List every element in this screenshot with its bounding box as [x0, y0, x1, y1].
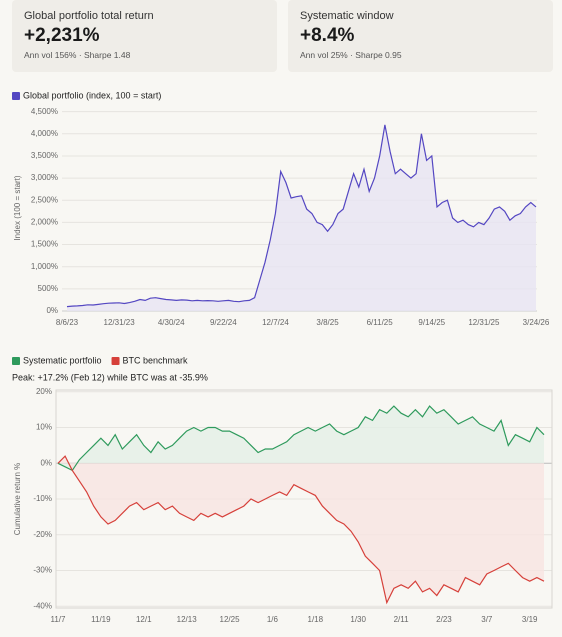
x-tick-label: 6/11/25	[367, 318, 394, 327]
area-fill	[58, 406, 544, 471]
legend-swatch	[12, 92, 20, 100]
legend-swatch	[111, 357, 120, 365]
y-tick-label: 0%	[46, 306, 58, 315]
annotation: Peak: +17.2% (Feb 12) while BTC was at -…	[12, 372, 208, 382]
line	[66, 124, 537, 308]
card-subtitle: Ann vol 25% · Sharpe 0.95	[300, 50, 402, 60]
card-value: +8.4%	[300, 25, 355, 46]
legend-label: Global portfolio (index, 100 = start)	[23, 90, 161, 100]
x-tick-label: 2/23	[436, 615, 452, 624]
y-tick-label: 1,500%	[31, 240, 58, 249]
x-tick-label: 4/30/24	[158, 318, 185, 327]
x-tick-label: 3/7	[481, 615, 493, 624]
y-tick-label: 3,000%	[31, 173, 58, 182]
x-tick-label: 12/31/23	[104, 318, 136, 327]
y-tick-label: 2,500%	[31, 195, 58, 204]
legend-label: BTC benchmark	[123, 355, 189, 365]
x-tick-label: 12/1	[136, 615, 152, 624]
y-axis-label: Index (100 = start)	[13, 175, 22, 240]
x-tick-label: 11/19	[91, 615, 111, 624]
plot-frame	[55, 389, 553, 609]
x-tick-label: 1/18	[308, 615, 324, 624]
x-tick-label: 1/6	[267, 615, 279, 624]
x-tick-label: 11/7	[51, 615, 67, 624]
y-tick-label: 20%	[36, 387, 52, 396]
y-tick-label: 3,500%	[31, 151, 58, 160]
x-tick-label: 12/13	[177, 615, 198, 624]
x-tick-label: 9/14/25	[418, 318, 445, 327]
x-tick-label: 12/25	[220, 615, 241, 624]
y-tick-label: 10%	[36, 423, 52, 432]
y-tick-label: 4,500%	[31, 107, 58, 116]
stat-card: Global portfolio total return +2,231% An…	[12, 0, 277, 72]
line	[57, 405, 545, 472]
x-tick-label: 1/30	[350, 615, 366, 624]
y-tick-label: 4,000%	[31, 129, 58, 138]
y-tick-label: -30%	[33, 566, 52, 575]
card-subtitle: Ann vol 156% · Sharpe 1.48	[24, 50, 131, 60]
card-title: Global portfolio total return	[24, 10, 154, 22]
stat-card: Systematic window +8.4% Ann vol 25% · Sh…	[288, 0, 553, 72]
y-tick-label: 500%	[38, 284, 58, 293]
x-tick-label: 2/11	[394, 615, 410, 624]
area-fill	[58, 456, 544, 603]
area-fill	[67, 124, 536, 312]
legend-label: Systematic portfolio	[23, 355, 102, 365]
y-tick-label: -10%	[33, 494, 52, 503]
y-tick-label: 2,000%	[31, 218, 58, 227]
x-tick-label: 3/19	[522, 615, 538, 624]
y-tick-label: 0%	[40, 458, 52, 467]
line	[57, 455, 545, 605]
card-title: Systematic window	[300, 10, 394, 22]
x-tick-label: 8/6/23	[56, 318, 79, 327]
x-tick-label: 3/8/25	[316, 318, 339, 327]
y-tick-label: -20%	[33, 530, 52, 539]
y-tick-label: 1,000%	[31, 262, 58, 271]
x-tick-label: 3/24/26	[523, 318, 550, 327]
x-tick-label: 12/7/24	[262, 318, 289, 327]
x-tick-label: 12/31/25	[468, 318, 500, 327]
legend-swatch	[12, 357, 20, 365]
y-axis-label: Cumulative return %	[13, 463, 22, 535]
y-tick-label: -40%	[33, 601, 52, 610]
x-tick-label: 9/22/24	[210, 318, 237, 327]
card-value: +2,231%	[24, 25, 100, 46]
